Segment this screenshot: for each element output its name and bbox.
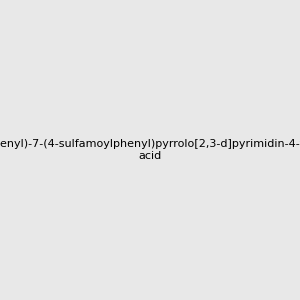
Text: 2-[[5-(4-chlorophenyl)-7-(4-sulfamoylphenyl)pyrrolo[2,3-d]pyrimidin-4-yl]amino]b: 2-[[5-(4-chlorophenyl)-7-(4-sulfamoylphe…: [0, 139, 300, 161]
